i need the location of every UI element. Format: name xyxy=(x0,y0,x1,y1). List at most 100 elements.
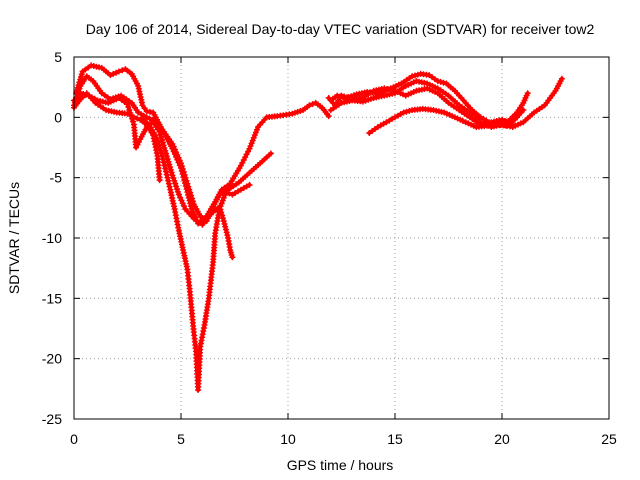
data-point xyxy=(119,67,126,74)
data-point xyxy=(155,141,162,148)
data-point xyxy=(226,190,233,197)
data-point xyxy=(224,232,231,239)
x-tick-label: 25 xyxy=(601,431,617,447)
data-point xyxy=(178,168,185,174)
data-point xyxy=(180,174,187,181)
y-tick-label: -20 xyxy=(42,351,62,367)
data-point xyxy=(143,114,150,121)
data-point xyxy=(172,180,179,187)
data-point xyxy=(168,169,175,176)
data-point xyxy=(171,151,178,158)
data-point xyxy=(80,91,87,97)
data-point xyxy=(164,174,171,181)
data-point xyxy=(309,101,316,108)
data-point xyxy=(153,135,160,142)
series-trace xyxy=(72,91,162,183)
data-point xyxy=(127,109,134,116)
data-point xyxy=(156,177,163,184)
y-axis-label: SDTVAR / TECUs xyxy=(6,182,22,294)
data-point xyxy=(267,150,274,157)
data-point xyxy=(177,194,184,201)
data-point xyxy=(174,188,181,195)
x-tick-label: 0 xyxy=(70,431,78,447)
data-point xyxy=(107,72,114,79)
data-point xyxy=(306,102,313,109)
data-point xyxy=(437,78,444,85)
data-point xyxy=(74,84,81,91)
data-point xyxy=(110,70,117,77)
data-point xyxy=(181,177,188,184)
data-point xyxy=(75,82,82,89)
data-point xyxy=(146,115,153,122)
data-point xyxy=(325,113,332,120)
data-point xyxy=(110,97,117,104)
data-point xyxy=(126,106,133,113)
data-point xyxy=(128,112,135,119)
data-point xyxy=(78,73,84,80)
data-point xyxy=(125,104,132,110)
data-point xyxy=(409,73,416,80)
data-point xyxy=(170,175,177,181)
data-point xyxy=(175,191,182,198)
data-point xyxy=(222,189,229,196)
data-point xyxy=(434,78,441,85)
data-marks xyxy=(71,62,565,393)
data-point xyxy=(166,161,173,168)
x-axis-label: GPS time / hours xyxy=(287,457,394,473)
x-tick-label: 20 xyxy=(494,431,510,447)
x-tick-label: 5 xyxy=(177,431,185,447)
x-tick-label: 15 xyxy=(387,431,403,447)
data-point xyxy=(179,171,186,177)
data-point xyxy=(221,192,228,198)
data-point xyxy=(219,197,226,204)
data-point xyxy=(154,138,161,145)
data-point xyxy=(218,200,225,207)
data-point xyxy=(83,91,90,98)
data-point xyxy=(222,226,229,233)
data-point xyxy=(152,132,159,139)
axis-tick-labels: 0 5 10 15 20 25 5 0 -5 -10 -15 -20 -25 xyxy=(42,49,617,447)
series-track-9 xyxy=(325,85,516,128)
data-point xyxy=(400,109,407,116)
series-track-2 xyxy=(71,90,163,184)
data-point xyxy=(160,159,167,166)
y-tick-label: -15 xyxy=(42,290,62,306)
data-point xyxy=(412,72,418,79)
series-track-3 xyxy=(73,62,332,227)
data-point xyxy=(175,159,182,166)
data-point xyxy=(414,71,421,78)
data-point xyxy=(124,101,131,108)
axis-ticks xyxy=(73,56,610,420)
data-point xyxy=(174,186,180,192)
y-tick-label: -25 xyxy=(42,411,62,427)
data-point xyxy=(129,115,136,122)
data-point xyxy=(246,181,253,188)
data-point xyxy=(182,180,188,187)
data-point xyxy=(76,79,83,86)
data-point xyxy=(251,132,258,139)
y-tick-label: 0 xyxy=(54,109,62,125)
data-point xyxy=(158,134,165,141)
data-point xyxy=(156,144,163,151)
data-point xyxy=(158,150,165,157)
data-point xyxy=(77,90,84,97)
data-point xyxy=(183,186,190,193)
chart-title: Day 106 of 2014, Sidereal Day-to-day VTE… xyxy=(86,21,595,37)
data-point xyxy=(229,254,236,261)
data-point xyxy=(220,194,227,201)
data-point xyxy=(182,183,189,190)
data-point xyxy=(558,75,565,82)
y-tick-label: -10 xyxy=(42,230,62,246)
data-point xyxy=(509,121,516,128)
data-point xyxy=(184,189,191,196)
data-point xyxy=(157,147,164,154)
x-tick-label: 10 xyxy=(280,431,296,447)
data-point xyxy=(185,194,192,201)
series-trace xyxy=(74,63,331,226)
data-point xyxy=(524,90,531,97)
y-tick-label: -5 xyxy=(50,170,63,186)
data-point xyxy=(216,206,223,212)
data-point xyxy=(130,118,136,125)
data-point xyxy=(165,180,172,187)
